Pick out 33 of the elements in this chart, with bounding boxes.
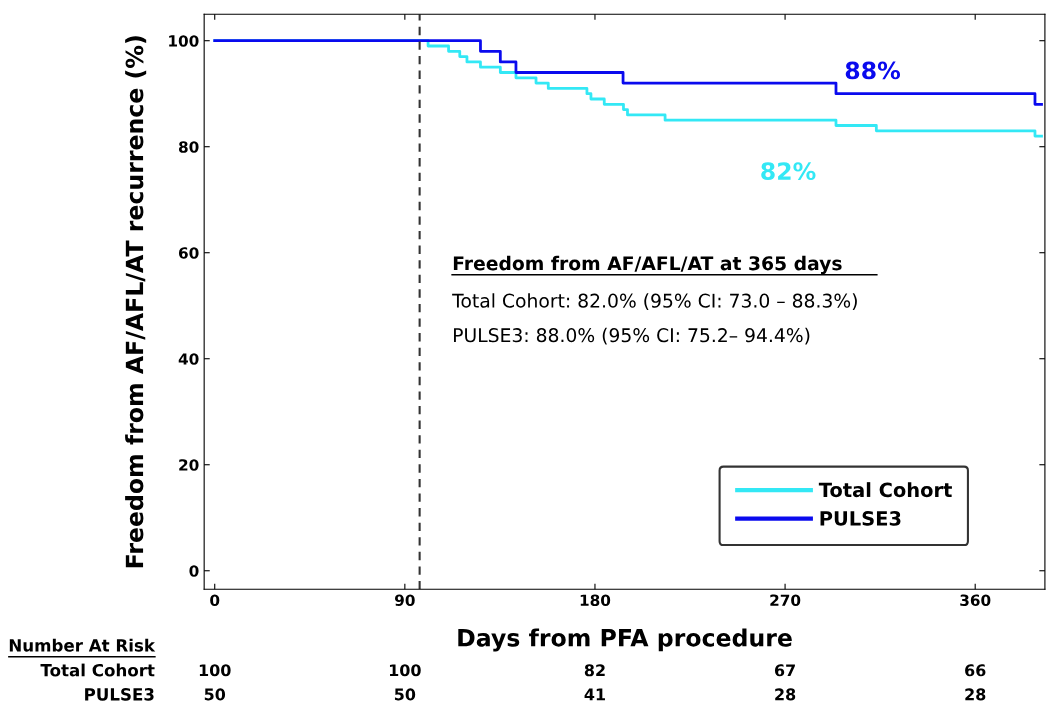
x-tick-label: 360 (960, 594, 991, 606)
text: 41 (584, 688, 605, 701)
x-tick-label: 270 (770, 594, 801, 606)
annotation: Total Cohort: 82.0% (95% CI: 73.0 – 88.3%) (452, 293, 857, 310)
text: 67 (774, 664, 795, 677)
text: 82 (584, 664, 605, 677)
x-tick-label: 0 (210, 594, 220, 606)
annotation: PULSE3: 88.0% (95% CI: 75.2– 94.4%) (454, 327, 810, 345)
y-tick-label: 100 (169, 35, 199, 47)
legend-label: Total Cohort (818, 482, 952, 498)
text: PULSE3 (85, 688, 154, 701)
annotation: Freedom from AF/AFL/AT at 365 days (453, 255, 842, 275)
annotation: 88% (845, 61, 901, 80)
legend-label: PULSE3 (820, 511, 901, 526)
text: 100 (199, 664, 231, 677)
y-tick-label: 40 (178, 353, 199, 365)
text: 100 (389, 664, 421, 677)
x-tick-label: 180 (580, 594, 611, 606)
y-tick-label: 80 (178, 141, 199, 153)
text: 50 (204, 688, 226, 701)
text: 28 (775, 688, 796, 701)
text: Total Cohort (40, 663, 155, 677)
y-tick-label: 20 (179, 459, 199, 471)
text: 28 (965, 688, 986, 701)
text: Number At Risk (9, 638, 156, 652)
y-tick-label: 0 (189, 565, 199, 577)
text: 66 (965, 664, 986, 677)
x-axis-title: Days from PFA procedure (458, 628, 792, 652)
y-tick-label: 60 (178, 247, 199, 259)
annotation: 82% (761, 162, 816, 181)
text: 50 (394, 688, 416, 701)
x-tick-label: 90 (395, 594, 415, 606)
y-axis-title: Freedom from AF/AFL/AT recurrence (%) (125, 36, 147, 568)
